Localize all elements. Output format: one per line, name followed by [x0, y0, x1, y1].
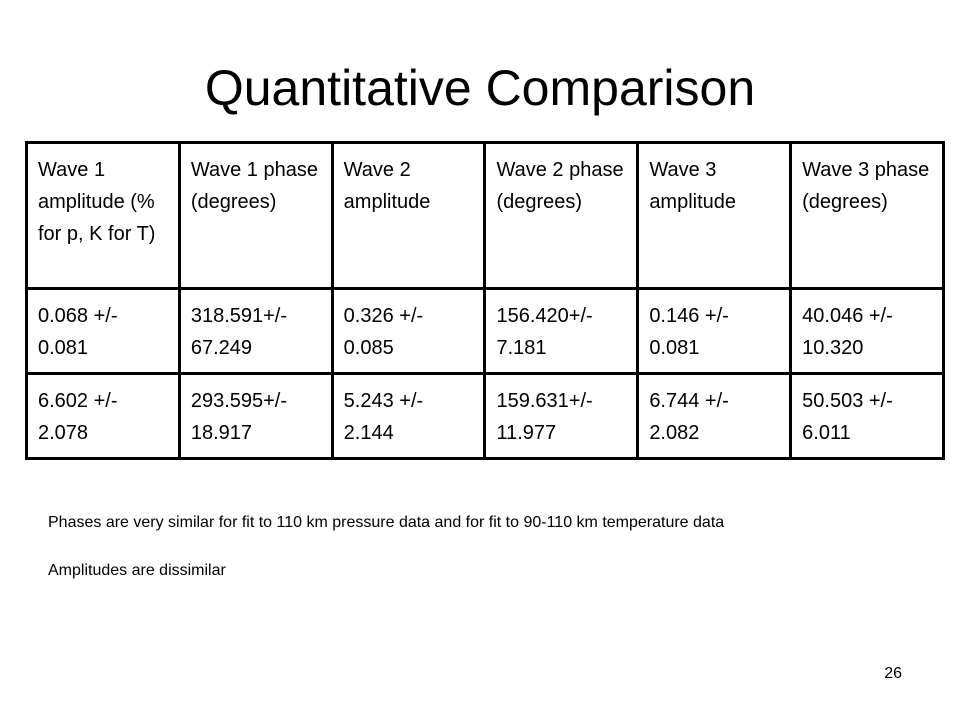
header-cell: Wave 3 amplitude	[636, 141, 793, 290]
table-cell: 50.503 +/- 6.011	[789, 372, 945, 460]
header-cell: Wave 2 amplitude	[330, 141, 487, 290]
table-cell: 40.046 +/- 10.320	[789, 287, 945, 375]
slide-title: Quantitative Comparison	[204, 60, 756, 116]
table-header-row: Wave 1 amplitude (% for p, K for T) Wave…	[25, 141, 945, 290]
notes: Phases are very similar for fit to 110 k…	[48, 511, 928, 607]
page-number: 26	[884, 665, 902, 682]
header-cell: Wave 1 amplitude (% for p, K for T)	[25, 141, 181, 290]
table-row: 0.068 +/- 0.081 318.591+/- 67.249 0.326 …	[25, 287, 945, 375]
table-cell: 0.068 +/- 0.081	[25, 287, 181, 375]
table-row: 6.602 +/- 2.078 293.595+/- 18.917 5.243 …	[25, 372, 945, 460]
table-cell: 6.602 +/- 2.078	[25, 372, 181, 460]
note-amplitudes: Amplitudes are dissimilar	[48, 562, 226, 579]
table-cell: 6.744 +/- 2.082	[636, 372, 793, 460]
table-cell: 293.595+/- 18.917	[177, 372, 334, 460]
header-cell: Wave 3 phase (degrees)	[789, 141, 945, 290]
comparison-table: Wave 1 amplitude (% for p, K for T) Wave…	[25, 141, 945, 460]
header-cell: Wave 1 phase (degrees)	[177, 141, 334, 290]
header-cell: Wave 2 phase (degrees)	[483, 141, 640, 290]
table-cell: 318.591+/- 67.249	[177, 287, 334, 375]
table-cell: 0.326 +/- 0.085	[330, 287, 487, 375]
table-cell: 156.420+/- 7.181	[483, 287, 640, 375]
table-cell: 159.631+/- 11.977	[483, 372, 640, 460]
table-cell: 0.146 +/- 0.081	[636, 287, 793, 375]
table-cell: 5.243 +/- 2.144	[330, 372, 487, 460]
note-phases: Phases are very similar for fit to 110 k…	[48, 514, 725, 531]
